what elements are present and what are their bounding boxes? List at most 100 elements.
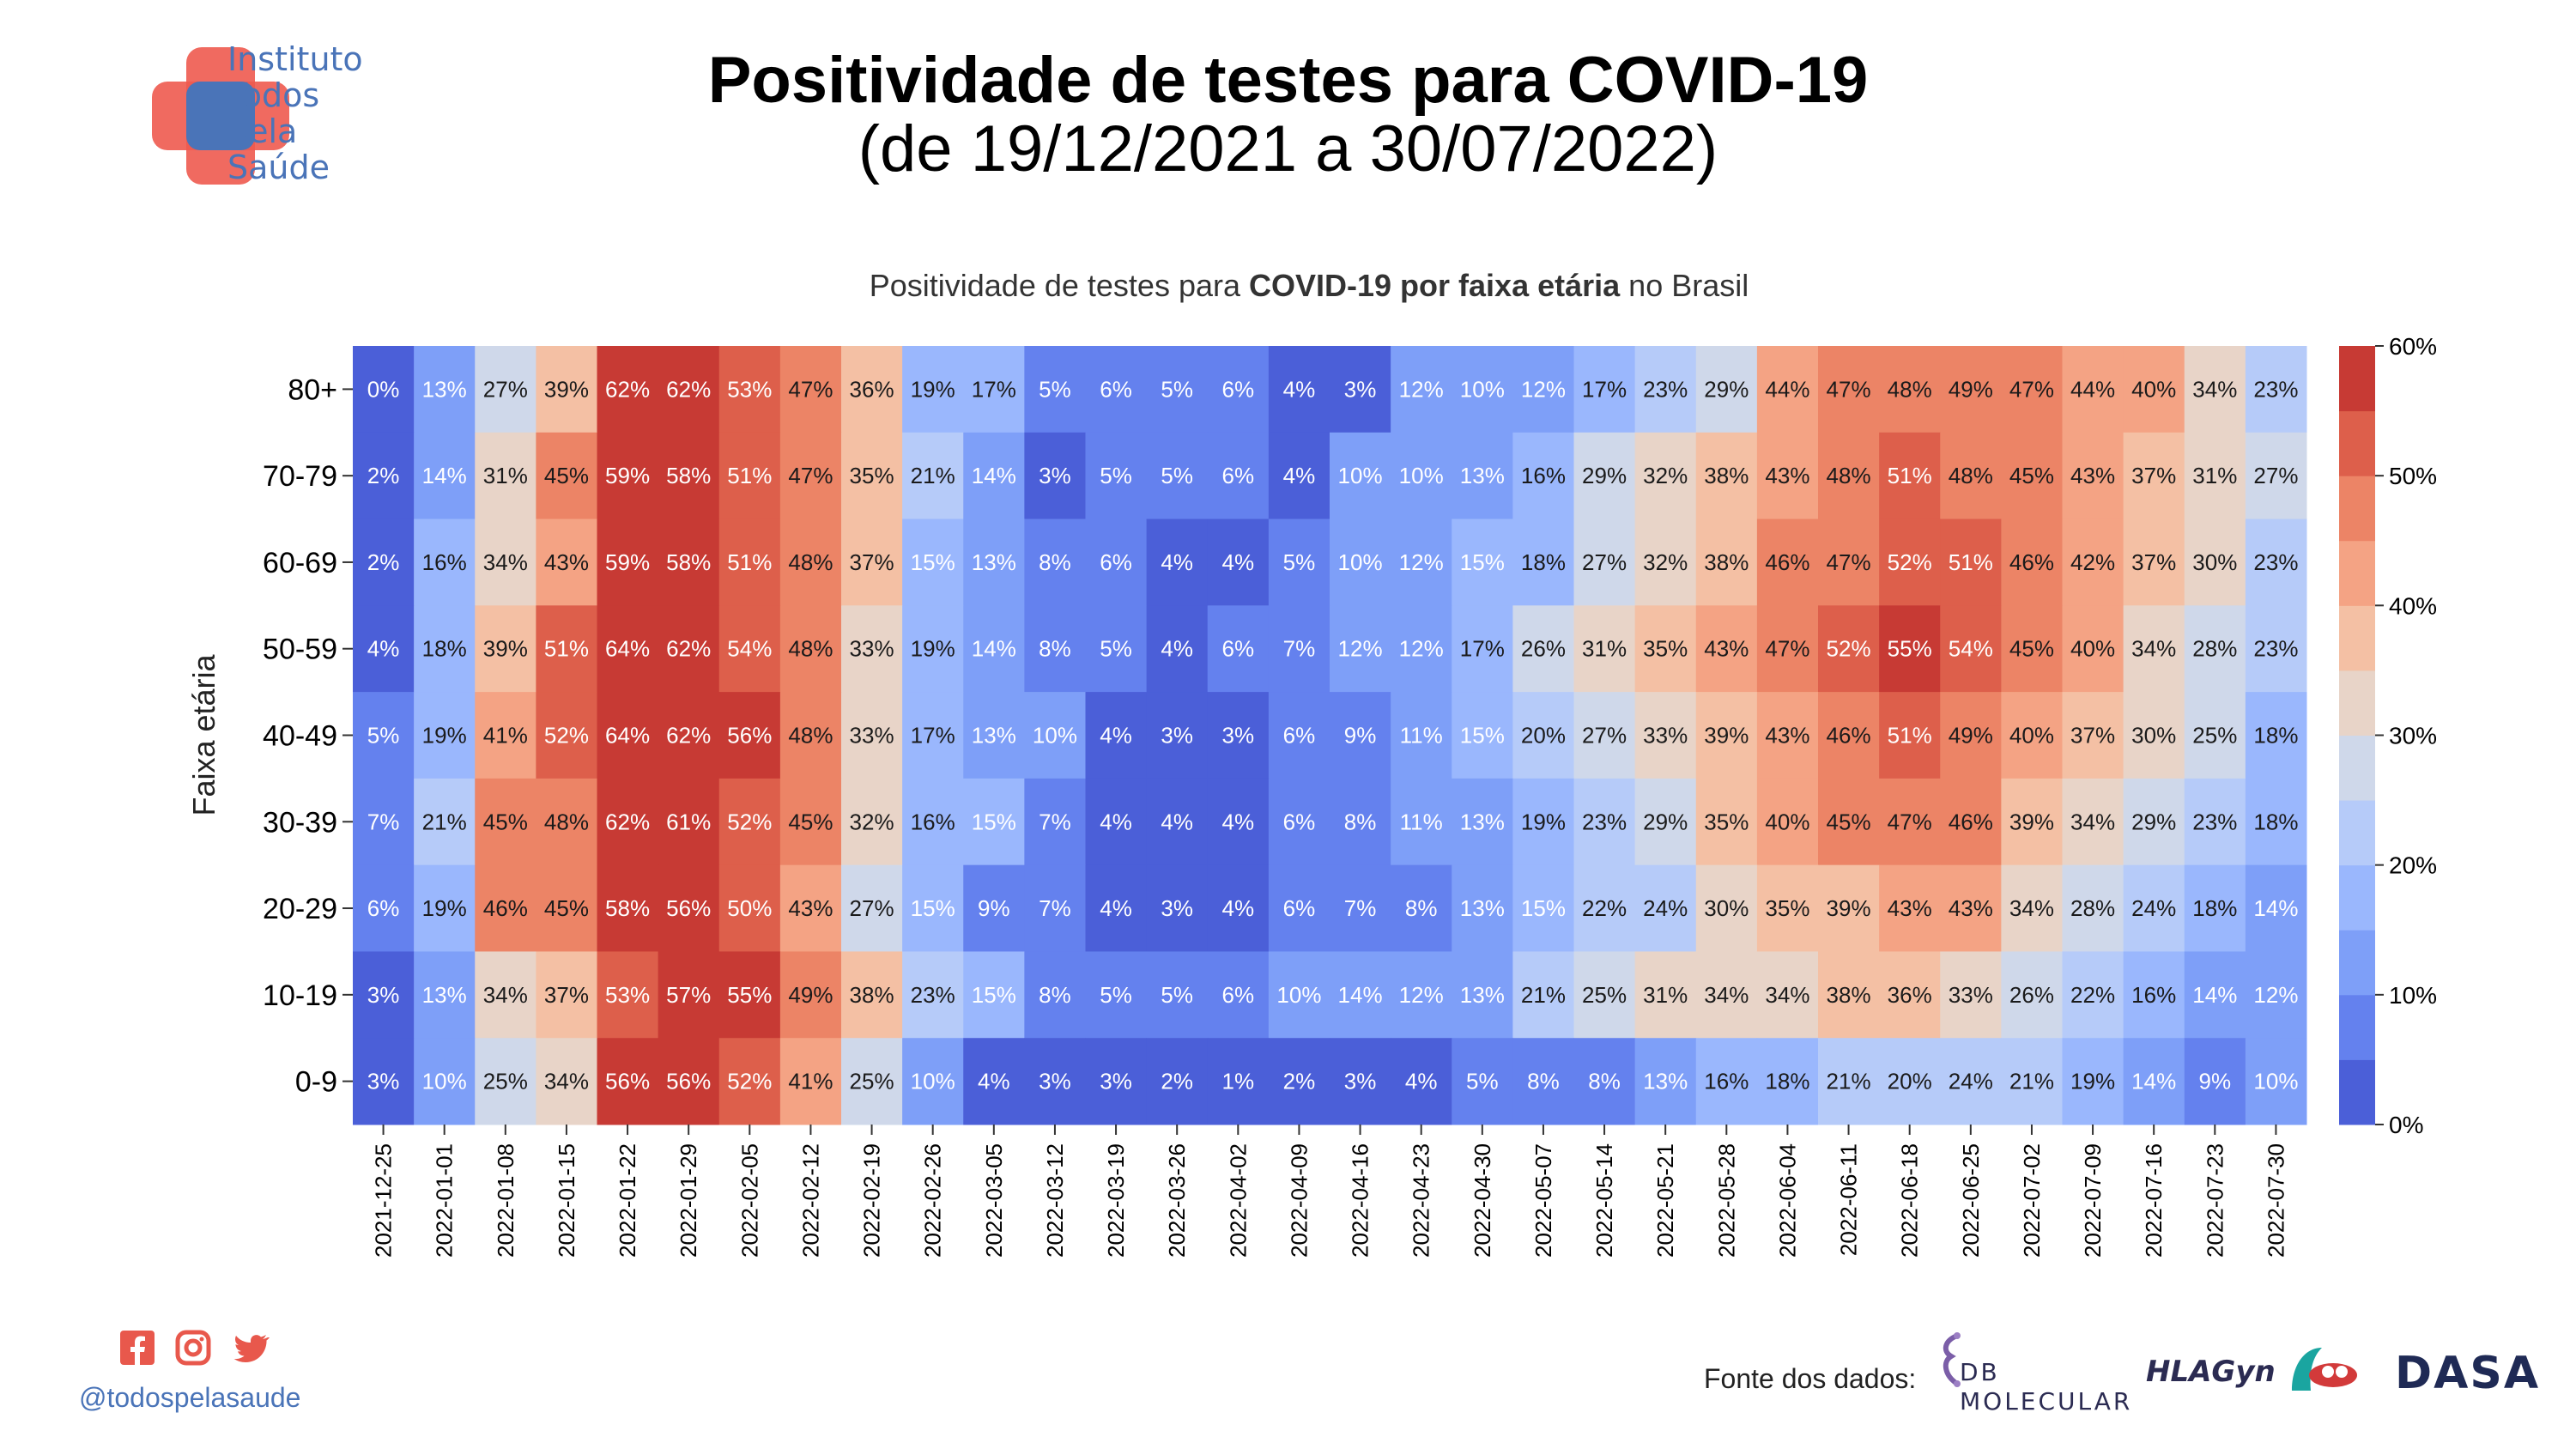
x-tick-label: 2022-02-26 (920, 1143, 946, 1258)
x-tick-label: 2022-07-16 (2141, 1143, 2167, 1258)
cell-label: 56% (666, 895, 711, 921)
heatmap-cell (1452, 432, 1513, 520)
cell-label: 43% (1765, 723, 1809, 749)
heatmap-cell (1634, 432, 1697, 520)
heatmap-cell (2001, 951, 2063, 1039)
x-tick-label: 2022-04-30 (1470, 1143, 1495, 1258)
heatmap-cell (1573, 346, 1636, 433)
colorbar-tick-label: 60% (2389, 333, 2437, 360)
cell-label: 43% (788, 895, 833, 921)
social-icons (120, 1330, 270, 1366)
heatmap-cell (1330, 346, 1391, 433)
cell-label: 62% (605, 809, 650, 834)
cell-label: 6% (367, 895, 400, 921)
heatmap-cell (414, 518, 476, 606)
cell-label: 43% (1949, 895, 1993, 921)
heatmap-cell (1573, 864, 1636, 952)
heatmap-cell (902, 605, 964, 693)
heatmap-cell (1573, 605, 1636, 693)
heatmap-cell (1146, 778, 1209, 866)
cell-label: 17% (911, 723, 955, 749)
heatmap-cell (353, 1038, 415, 1125)
heatmap-cell (2123, 518, 2185, 606)
cell-label: 23% (911, 982, 955, 1008)
facebook-icon[interactable] (120, 1331, 155, 1365)
heatmap-cell (1268, 864, 1330, 952)
cell-label: 4% (1100, 895, 1132, 921)
heatmap-cell (1024, 778, 1086, 866)
heatmap-cell (2184, 864, 2246, 952)
heatmap-cell (2245, 346, 2307, 433)
heatmap-cell (1452, 346, 1513, 433)
heatmap-cell (2184, 692, 2246, 779)
cell-label: 58% (666, 549, 711, 575)
heatmap-cell (779, 518, 842, 606)
cell-label: 48% (788, 549, 833, 575)
cell-label: 47% (788, 376, 833, 402)
heatmap-cell (2001, 605, 2063, 693)
y-tick-label: 10-19 (263, 979, 337, 1012)
heatmap-cell (414, 346, 476, 433)
social-handle[interactable]: @todospelasaude (79, 1382, 301, 1413)
heatmap-cell (1085, 692, 1148, 779)
cell-label: 3% (1161, 895, 1193, 921)
heatmap-cell (1879, 864, 1941, 952)
heatmap-cell (902, 692, 964, 779)
colorbar-segment (2339, 930, 2375, 996)
cell-label: 19% (1521, 809, 1566, 834)
cell-label: 13% (1460, 809, 1505, 834)
cell-label: 17% (1582, 376, 1627, 402)
org-name-line: Todos (227, 76, 320, 114)
cell-label: 48% (1949, 463, 1993, 488)
cell-label: 37% (544, 982, 589, 1008)
heatmap-cell (536, 518, 597, 606)
cell-label: 55% (727, 982, 772, 1008)
heatmap-cell (1879, 951, 1941, 1039)
cell-label: 2% (1161, 1069, 1193, 1094)
heatmap-cell (597, 432, 659, 520)
heatmap-cell (1940, 864, 2002, 952)
heatmap-cell (1391, 432, 1452, 520)
cell-label: 11% (1400, 723, 1443, 749)
cell-label: 45% (1827, 809, 1871, 834)
y-tick-label: 80+ (288, 373, 337, 406)
heatmap-cell (1818, 346, 1880, 433)
instagram-icon[interactable] (175, 1330, 211, 1366)
heatmap-cell (1634, 1038, 1697, 1125)
heatmap-cell (1268, 951, 1330, 1039)
colorbar-tick-label: 20% (2389, 852, 2437, 879)
source-logo-dasa: DASA (2395, 1348, 2541, 1399)
cell-label: 5% (1161, 463, 1193, 488)
x-tick-label: 2022-06-11 (1836, 1143, 1862, 1256)
colorbar-segment (2339, 605, 2375, 671)
heatmap-cell (1207, 864, 1270, 952)
cell-label: 8% (1039, 636, 1071, 662)
chart-title-prefix: Positividade de testes para (869, 268, 1249, 303)
heatmap-cell (2001, 432, 2063, 520)
heatmap-cell (536, 951, 597, 1039)
heatmap-cell (353, 432, 415, 520)
cell-label: 41% (788, 1069, 833, 1094)
cell-label: 38% (1704, 463, 1749, 488)
heatmap-cell (2123, 1038, 2185, 1125)
cell-label: 31% (1643, 982, 1688, 1008)
cell-label: 13% (1460, 982, 1505, 1008)
heatmap-cell (841, 864, 903, 952)
heatmap-cell (353, 346, 415, 433)
x-tick-label: 2022-01-22 (615, 1143, 640, 1258)
heatmap-cell (475, 692, 536, 779)
heatmap-cell (1330, 778, 1391, 866)
cell-label: 43% (2070, 463, 2115, 488)
cell-label: 7% (1283, 636, 1316, 662)
heatmap-cell (2001, 518, 2063, 606)
cell-label: 32% (1643, 463, 1688, 488)
heatmap-cell (2245, 692, 2307, 779)
cell-label: 12% (1399, 636, 1444, 662)
heatmap-cell (2062, 778, 2124, 866)
cell-label: 9% (978, 895, 1010, 921)
heatmap-cell (1268, 778, 1330, 866)
cell-label: 51% (544, 636, 589, 662)
heatmap-cell (963, 951, 1025, 1039)
twitter-icon[interactable] (233, 1335, 270, 1362)
